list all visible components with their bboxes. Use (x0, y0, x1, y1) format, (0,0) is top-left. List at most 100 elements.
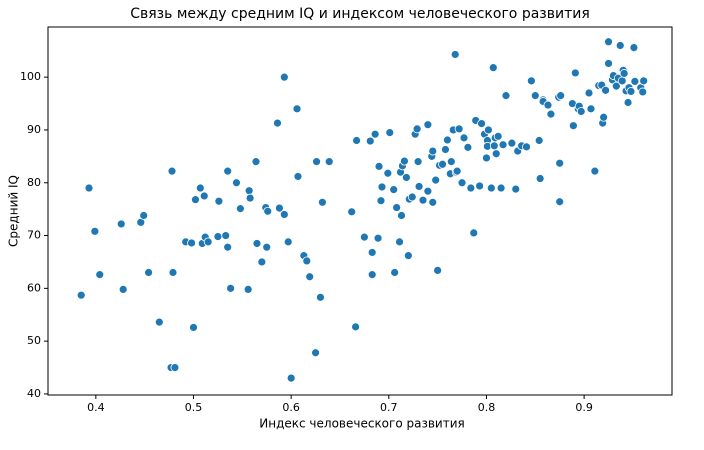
point (223, 242, 233, 252)
point (546, 109, 556, 119)
point (373, 233, 383, 243)
point (390, 268, 400, 277)
y-tick-label: 80 (27, 176, 41, 189)
point (555, 158, 565, 168)
point (599, 112, 609, 122)
point (617, 76, 627, 86)
point (507, 138, 517, 148)
point (90, 226, 100, 236)
point (450, 50, 460, 59)
point (469, 228, 479, 238)
point (442, 135, 452, 145)
point (389, 185, 399, 195)
x-tick-label: 0.5 (185, 401, 203, 414)
point (245, 193, 255, 203)
point (311, 348, 320, 358)
point (283, 237, 293, 247)
point (324, 157, 334, 167)
point (501, 91, 511, 101)
point (496, 183, 506, 193)
point (203, 237, 213, 247)
point (167, 166, 177, 176)
point (118, 285, 128, 294)
point (466, 183, 476, 193)
point (482, 153, 491, 163)
point (235, 204, 245, 214)
point (318, 197, 327, 207)
point (423, 186, 433, 196)
point (413, 157, 423, 167)
point (95, 270, 105, 280)
point (383, 168, 393, 178)
point (275, 203, 284, 213)
point (377, 182, 387, 192)
point (629, 43, 639, 52)
point (397, 211, 406, 220)
point (292, 104, 302, 114)
point (316, 292, 325, 302)
point (498, 140, 508, 150)
point (556, 91, 566, 101)
point (623, 98, 633, 107)
point (584, 88, 594, 98)
point (639, 76, 649, 86)
y-tick-label: 100 (20, 70, 41, 83)
point (168, 268, 178, 277)
point (400, 156, 409, 166)
point (76, 290, 86, 300)
point (590, 166, 600, 176)
point (511, 184, 521, 194)
point (359, 232, 369, 242)
point (191, 195, 200, 205)
point (385, 128, 395, 137)
point (187, 238, 196, 248)
point (352, 136, 361, 145)
point (293, 172, 303, 181)
point (223, 166, 233, 176)
point (351, 322, 361, 332)
point (392, 203, 402, 212)
point (570, 68, 580, 78)
point (367, 248, 377, 257)
point (407, 192, 417, 202)
point (263, 206, 273, 216)
point (365, 136, 375, 146)
point (477, 119, 486, 129)
y-tick-label: 60 (27, 281, 41, 294)
y-axis-label: Средний IQ (7, 175, 21, 247)
point (116, 219, 126, 229)
chart-title: Связь между средним IQ и индексом челове… (130, 6, 590, 22)
point (279, 72, 289, 82)
x-axis-label: Индекс человеческого развития (259, 417, 464, 431)
point (154, 317, 164, 327)
point (457, 178, 467, 188)
point (221, 231, 231, 240)
point (199, 191, 209, 201)
point (530, 91, 540, 101)
point (243, 285, 253, 294)
point (555, 197, 565, 207)
point (367, 270, 377, 280)
x-tick-label: 0.6 (282, 401, 300, 414)
point (251, 157, 261, 167)
point (446, 157, 456, 167)
point (412, 124, 422, 134)
x-tick-label: 0.4 (87, 401, 105, 414)
point (433, 265, 443, 275)
point (638, 87, 648, 97)
point (459, 133, 469, 143)
y-tick-label: 70 (27, 229, 41, 242)
point (347, 207, 357, 217)
point (463, 142, 473, 152)
point (493, 131, 503, 141)
point (84, 183, 94, 193)
point (438, 159, 447, 169)
point (232, 178, 241, 188)
point (604, 59, 613, 68)
point (403, 251, 413, 261)
point (195, 183, 205, 193)
point (626, 87, 636, 96)
point (475, 181, 485, 191)
point (441, 145, 450, 154)
point (619, 69, 629, 78)
